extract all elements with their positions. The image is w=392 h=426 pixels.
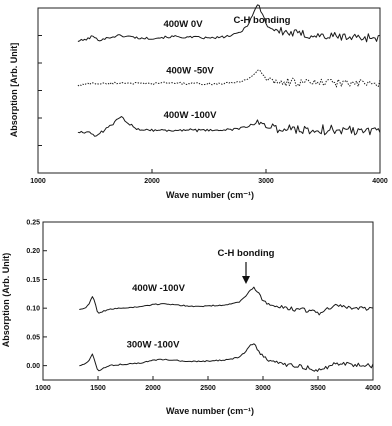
top-chart: 1000 2000 3000 4000 400W 0V 400W -50V 400W -1… [9,4,388,200]
bottom-y-tick-label: 0.10 [26,306,40,313]
bottom-plot-frame [42,221,374,381]
bottom-trace-1 [79,286,374,316]
top-x-tick-label: 4000 [372,178,388,185]
top-annotation: C-H bonding [234,15,291,26]
top-x-tick-label: 1000 [30,178,46,185]
top-series-label-3: 400W -100V [164,110,217,121]
bottom-trace-2 [79,343,374,372]
bottom-x-tick-label: 4000 [365,385,381,392]
bottom-y-tick-label: 0.05 [26,334,40,341]
bottom-x-axis-title: Wave number (cm⁻¹) [166,406,254,416]
top-x-axis-title: Wave number (cm⁻¹) [166,190,254,200]
top-series-labels: 400W 0V 400W -50V 400W -100V [163,19,217,121]
top-plot-frame [37,7,381,174]
bottom-y-tick-label: 0.00 [26,363,40,370]
bottom-x-tick-label: 2500 [200,385,216,392]
bottom-x-tick-label: 3500 [310,385,326,392]
top-y-ticks [38,35,42,146]
bottom-y-tick-label: 0.25 [26,220,40,227]
bottom-annotation: C-H bonding [218,248,275,259]
bottom-y-axis-title: Absorption (Arb. Unit) [1,253,11,347]
top-series-label-2: 400W -50V [166,66,214,77]
bottom-chart: 1000 1500 2000 2500 3000 3500 4000 0.00 0.05 0.1… [1,220,381,417]
annotation-arrow [242,262,250,284]
top-x-tick-label: 2000 [144,178,160,185]
top-trace-2 [77,69,381,88]
bottom-x-tick-label: 3000 [255,385,271,392]
bottom-y-tick-label: 0.15 [26,277,40,284]
bottom-y-ticks: 0.00 0.05 0.10 0.15 0.20 0.25 [26,220,47,370]
bottom-traces [79,286,374,372]
top-x-ticks: 1000 2000 3000 4000 [30,169,388,185]
top-x-tick-label: 3000 [258,178,274,185]
bottom-series-label-2: 300W -100V [127,339,180,350]
bottom-y-tick-label: 0.20 [26,248,40,255]
bottom-x-ticks: 1000 1500 2000 2500 3000 3500 4000 [35,376,381,392]
bottom-series-labels: 400W -100V 300W -100V [127,283,186,350]
top-series-label-1: 400W 0V [163,19,203,30]
top-trace-1 [77,4,381,43]
bottom-x-tick-label: 1000 [35,385,51,392]
bottom-x-tick-label: 2000 [145,385,161,392]
top-y-axis-title: Absorption [Arb. Unit] [9,43,19,137]
bottom-series-label-1: 400W -100V [132,283,185,294]
top-traces [77,4,381,137]
top-trace-3 [77,116,381,137]
bottom-x-tick-label: 1500 [90,385,106,392]
